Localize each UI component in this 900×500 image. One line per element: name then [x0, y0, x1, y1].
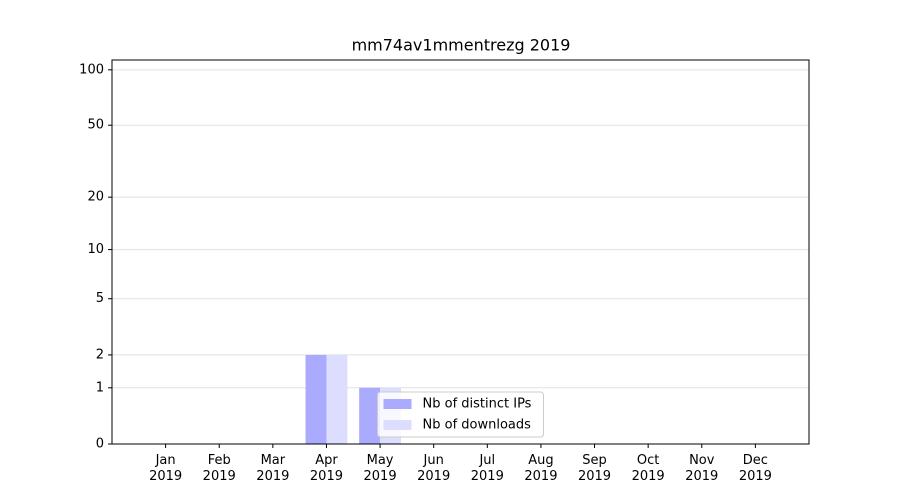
- legend: Nb of distinct IPs Nb of downloads: [377, 391, 544, 438]
- y-tick-label: 50: [87, 118, 104, 133]
- legend-box: [377, 391, 544, 438]
- plot-frame: [111, 59, 810, 445]
- y-tick-label: 1: [96, 380, 104, 395]
- y-tick-label: 0: [96, 437, 104, 452]
- y-tick-label: 20: [87, 190, 104, 205]
- x-tick-label: Oct 2019: [631, 453, 665, 484]
- x-tick-label: Mar 2019: [256, 453, 290, 484]
- bar: [305, 354, 327, 444]
- legend-swatch: [383, 399, 412, 409]
- x-tick-label: Sep 2019: [577, 453, 612, 484]
- y-tick-label: 2: [96, 347, 104, 362]
- x-tick-label: Jun 2019: [417, 453, 451, 484]
- x-tick-label: May 2019: [363, 453, 397, 484]
- chart-title: mm74av1mmentrezg 2019: [352, 36, 571, 55]
- x-tick-label: Feb 2019: [202, 453, 236, 484]
- x-tick-label: Nov 2019: [685, 453, 719, 484]
- x-tick-label: Jan 2019: [149, 453, 183, 484]
- y-tick-label: 5: [96, 291, 104, 306]
- bar: [326, 354, 348, 444]
- legend-label: Nb of downloads: [423, 418, 532, 433]
- x-tick-label: Apr 2019: [309, 453, 343, 484]
- y-tick-label: 100: [79, 62, 104, 77]
- x-tick-label: Dec 2019: [738, 453, 772, 484]
- legend-swatch: [383, 420, 412, 430]
- y-tick-label: 10: [87, 242, 104, 257]
- x-tick-label: Jul 2019: [470, 453, 504, 484]
- legend-label: Nb of distinct IPs: [423, 397, 532, 412]
- bar: [359, 387, 381, 444]
- x-tick-label: Aug 2019: [524, 453, 558, 484]
